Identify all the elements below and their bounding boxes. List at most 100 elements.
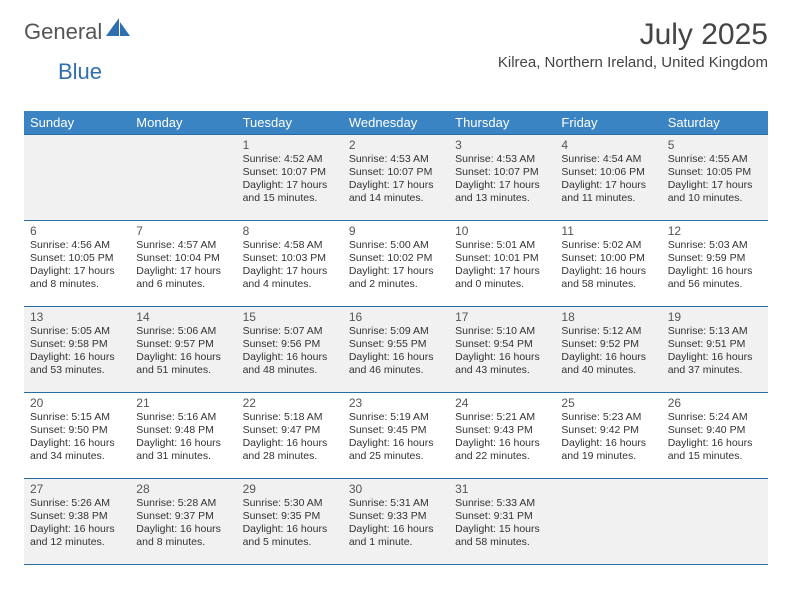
sunrise-line: Sunrise: 5:30 AM <box>243 497 337 510</box>
day-cell: 15Sunrise: 5:07 AMSunset: 9:56 PMDayligh… <box>237 307 343 393</box>
day-cell: 12Sunrise: 5:03 AMSunset: 9:59 PMDayligh… <box>662 221 768 307</box>
sunset-line: Sunset: 9:52 PM <box>561 338 655 351</box>
week-row: 20Sunrise: 5:15 AMSunset: 9:50 PMDayligh… <box>24 393 768 479</box>
day-cell: 8Sunrise: 4:58 AMSunset: 10:03 PMDayligh… <box>237 221 343 307</box>
sunset-line: Sunset: 9:51 PM <box>668 338 762 351</box>
sunset-line: Sunset: 10:00 PM <box>561 252 655 265</box>
daylight-line: Daylight: 16 hours and 53 minutes. <box>30 351 124 377</box>
sunset-line: Sunset: 10:07 PM <box>243 166 337 179</box>
dow-header: Thursday <box>449 111 555 135</box>
day-cell: 10Sunrise: 5:01 AMSunset: 10:01 PMDaylig… <box>449 221 555 307</box>
dow-header: Wednesday <box>343 111 449 135</box>
day-number: 24 <box>455 396 549 410</box>
daylight-line: Daylight: 16 hours and 19 minutes. <box>561 437 655 463</box>
sunrise-line: Sunrise: 5:31 AM <box>349 497 443 510</box>
daylight-line: Daylight: 16 hours and 31 minutes. <box>136 437 230 463</box>
day-cell: 2Sunrise: 4:53 AMSunset: 10:07 PMDayligh… <box>343 135 449 221</box>
day-number: 13 <box>30 310 124 324</box>
sunset-line: Sunset: 9:33 PM <box>349 510 443 523</box>
logo-text-1: General <box>24 19 102 45</box>
dow-header-row: SundayMondayTuesdayWednesdayThursdayFrid… <box>24 111 768 135</box>
sunset-line: Sunset: 9:59 PM <box>668 252 762 265</box>
day-cell: 23Sunrise: 5:19 AMSunset: 9:45 PMDayligh… <box>343 393 449 479</box>
sunset-line: Sunset: 9:38 PM <box>30 510 124 523</box>
day-cell: 27Sunrise: 5:26 AMSunset: 9:38 PMDayligh… <box>24 479 130 565</box>
day-cell: 1Sunrise: 4:52 AMSunset: 10:07 PMDayligh… <box>237 135 343 221</box>
daylight-line: Daylight: 16 hours and 22 minutes. <box>455 437 549 463</box>
day-cell <box>130 135 236 221</box>
day-cell: 3Sunrise: 4:53 AMSunset: 10:07 PMDayligh… <box>449 135 555 221</box>
month-title: July 2025 <box>498 18 768 52</box>
dow-header: Saturday <box>662 111 768 135</box>
week-row: 1Sunrise: 4:52 AMSunset: 10:07 PMDayligh… <box>24 135 768 221</box>
daylight-line: Daylight: 16 hours and 15 minutes. <box>668 437 762 463</box>
sunset-line: Sunset: 9:56 PM <box>243 338 337 351</box>
sunrise-line: Sunrise: 5:06 AM <box>136 325 230 338</box>
sunset-line: Sunset: 9:40 PM <box>668 424 762 437</box>
sunrise-line: Sunrise: 5:18 AM <box>243 411 337 424</box>
sunset-line: Sunset: 9:54 PM <box>455 338 549 351</box>
sunset-line: Sunset: 9:55 PM <box>349 338 443 351</box>
day-number: 6 <box>30 224 124 238</box>
day-number: 23 <box>349 396 443 410</box>
sunrise-line: Sunrise: 5:12 AM <box>561 325 655 338</box>
daylight-line: Daylight: 17 hours and 15 minutes. <box>243 179 337 205</box>
sunrise-line: Sunrise: 5:28 AM <box>136 497 230 510</box>
daylight-line: Daylight: 16 hours and 37 minutes. <box>668 351 762 377</box>
day-number: 21 <box>136 396 230 410</box>
sunset-line: Sunset: 9:47 PM <box>243 424 337 437</box>
day-cell <box>24 135 130 221</box>
sunrise-line: Sunrise: 5:19 AM <box>349 411 443 424</box>
daylight-line: Daylight: 16 hours and 1 minute. <box>349 523 443 549</box>
sunrise-line: Sunrise: 4:57 AM <box>136 239 230 252</box>
daylight-line: Daylight: 17 hours and 11 minutes. <box>561 179 655 205</box>
sunset-line: Sunset: 9:48 PM <box>136 424 230 437</box>
daylight-line: Daylight: 17 hours and 13 minutes. <box>455 179 549 205</box>
sunrise-line: Sunrise: 5:23 AM <box>561 411 655 424</box>
sunset-line: Sunset: 9:58 PM <box>30 338 124 351</box>
sunrise-line: Sunrise: 4:53 AM <box>455 153 549 166</box>
sunrise-line: Sunrise: 4:54 AM <box>561 153 655 166</box>
daylight-line: Daylight: 16 hours and 8 minutes. <box>136 523 230 549</box>
sunset-line: Sunset: 9:42 PM <box>561 424 655 437</box>
day-number: 17 <box>455 310 549 324</box>
daylight-line: Daylight: 16 hours and 40 minutes. <box>561 351 655 377</box>
sunset-line: Sunset: 10:07 PM <box>455 166 549 179</box>
day-cell: 21Sunrise: 5:16 AMSunset: 9:48 PMDayligh… <box>130 393 236 479</box>
dow-header: Monday <box>130 111 236 135</box>
daylight-line: Daylight: 16 hours and 5 minutes. <box>243 523 337 549</box>
calendar-table: SundayMondayTuesdayWednesdayThursdayFrid… <box>24 111 768 565</box>
sunrise-line: Sunrise: 5:21 AM <box>455 411 549 424</box>
day-cell: 4Sunrise: 4:54 AMSunset: 10:06 PMDayligh… <box>555 135 661 221</box>
day-number: 31 <box>455 482 549 496</box>
day-number: 8 <box>243 224 337 238</box>
day-number: 5 <box>668 138 762 152</box>
daylight-line: Daylight: 16 hours and 46 minutes. <box>349 351 443 377</box>
daylight-line: Daylight: 17 hours and 10 minutes. <box>668 179 762 205</box>
daylight-line: Daylight: 16 hours and 56 minutes. <box>668 265 762 291</box>
day-number: 14 <box>136 310 230 324</box>
day-cell: 22Sunrise: 5:18 AMSunset: 9:47 PMDayligh… <box>237 393 343 479</box>
sunset-line: Sunset: 10:07 PM <box>349 166 443 179</box>
day-cell: 16Sunrise: 5:09 AMSunset: 9:55 PMDayligh… <box>343 307 449 393</box>
daylight-line: Daylight: 16 hours and 58 minutes. <box>561 265 655 291</box>
daylight-line: Daylight: 16 hours and 43 minutes. <box>455 351 549 377</box>
day-number: 9 <box>349 224 443 238</box>
daylight-line: Daylight: 17 hours and 0 minutes. <box>455 265 549 291</box>
day-cell: 30Sunrise: 5:31 AMSunset: 9:33 PMDayligh… <box>343 479 449 565</box>
sunrise-line: Sunrise: 4:56 AM <box>30 239 124 252</box>
sunset-line: Sunset: 10:01 PM <box>455 252 549 265</box>
sunset-line: Sunset: 9:35 PM <box>243 510 337 523</box>
sunset-line: Sunset: 9:45 PM <box>349 424 443 437</box>
sunset-line: Sunset: 10:04 PM <box>136 252 230 265</box>
dow-header: Friday <box>555 111 661 135</box>
sunrise-line: Sunrise: 5:26 AM <box>30 497 124 510</box>
day-cell <box>555 479 661 565</box>
sunrise-line: Sunrise: 5:15 AM <box>30 411 124 424</box>
day-cell: 18Sunrise: 5:12 AMSunset: 9:52 PMDayligh… <box>555 307 661 393</box>
sunrise-line: Sunrise: 5:03 AM <box>668 239 762 252</box>
daylight-line: Daylight: 16 hours and 12 minutes. <box>30 523 124 549</box>
day-number: 19 <box>668 310 762 324</box>
day-cell: 14Sunrise: 5:06 AMSunset: 9:57 PMDayligh… <box>130 307 236 393</box>
day-cell: 6Sunrise: 4:56 AMSunset: 10:05 PMDayligh… <box>24 221 130 307</box>
